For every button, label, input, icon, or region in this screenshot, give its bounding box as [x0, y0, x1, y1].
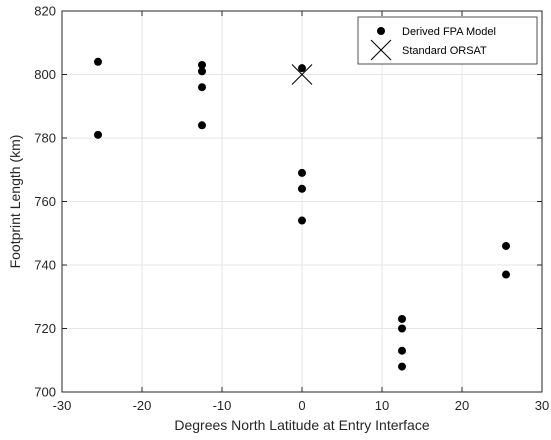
y-tick-label: 780: [34, 131, 56, 146]
y-tick-label: 700: [34, 385, 56, 400]
legend-entry-label: Standard ORSAT: [402, 45, 487, 57]
y-tick-label: 740: [34, 258, 56, 273]
fpa-model-point: [198, 83, 206, 92]
fpa-model-point: [398, 362, 406, 371]
fpa-model-point: [298, 168, 306, 177]
y-tick-label: 800: [34, 67, 56, 82]
x-tick-label: -30: [53, 398, 72, 413]
fpa-model-point: [298, 216, 306, 225]
x-tick-label: 0: [298, 398, 305, 413]
axis-ticks: -30 -20 -10 0 10 20 30 700 720 740 760 780 800 820: [34, 4, 549, 414]
y-axis-label: Footprint Length (km): [7, 135, 23, 269]
x-tick-label: 10: [375, 398, 389, 413]
fpa-model-point: [298, 64, 306, 73]
legend-circle-marker-icon: [377, 27, 385, 35]
fpa-model-point: [398, 346, 406, 355]
y-tick-label: 760: [34, 194, 56, 209]
orsat-point: [291, 64, 313, 85]
x-tick-label: -10: [213, 398, 232, 413]
x-tick-label: 20: [455, 398, 469, 413]
fpa-model-point: [198, 60, 206, 69]
fpa-model-point: [198, 67, 206, 76]
y-tick-label: 720: [34, 321, 56, 336]
fpa-model-point: [198, 121, 206, 130]
fpa-model-point: [502, 241, 510, 250]
x-axis-label: Degrees North Latitude at Entry Interfac…: [174, 417, 429, 433]
x-tick-label: -20: [133, 398, 152, 413]
fpa-model-point: [298, 184, 306, 193]
y-tick-label: 820: [34, 4, 56, 19]
data-points: [94, 57, 510, 371]
legend-entry-label: Derived FPA Model: [402, 26, 496, 38]
fpa-model-point: [398, 324, 406, 333]
fpa-model-point: [502, 270, 510, 279]
fpa-model-point: [94, 130, 102, 139]
fpa-model-point: [398, 314, 406, 323]
fpa-model-point: [94, 57, 102, 66]
legend: Derived FPA Model Standard ORSAT: [357, 16, 538, 65]
legend-x-marker-icon: [370, 39, 392, 61]
x-tick-label: 30: [535, 398, 549, 413]
